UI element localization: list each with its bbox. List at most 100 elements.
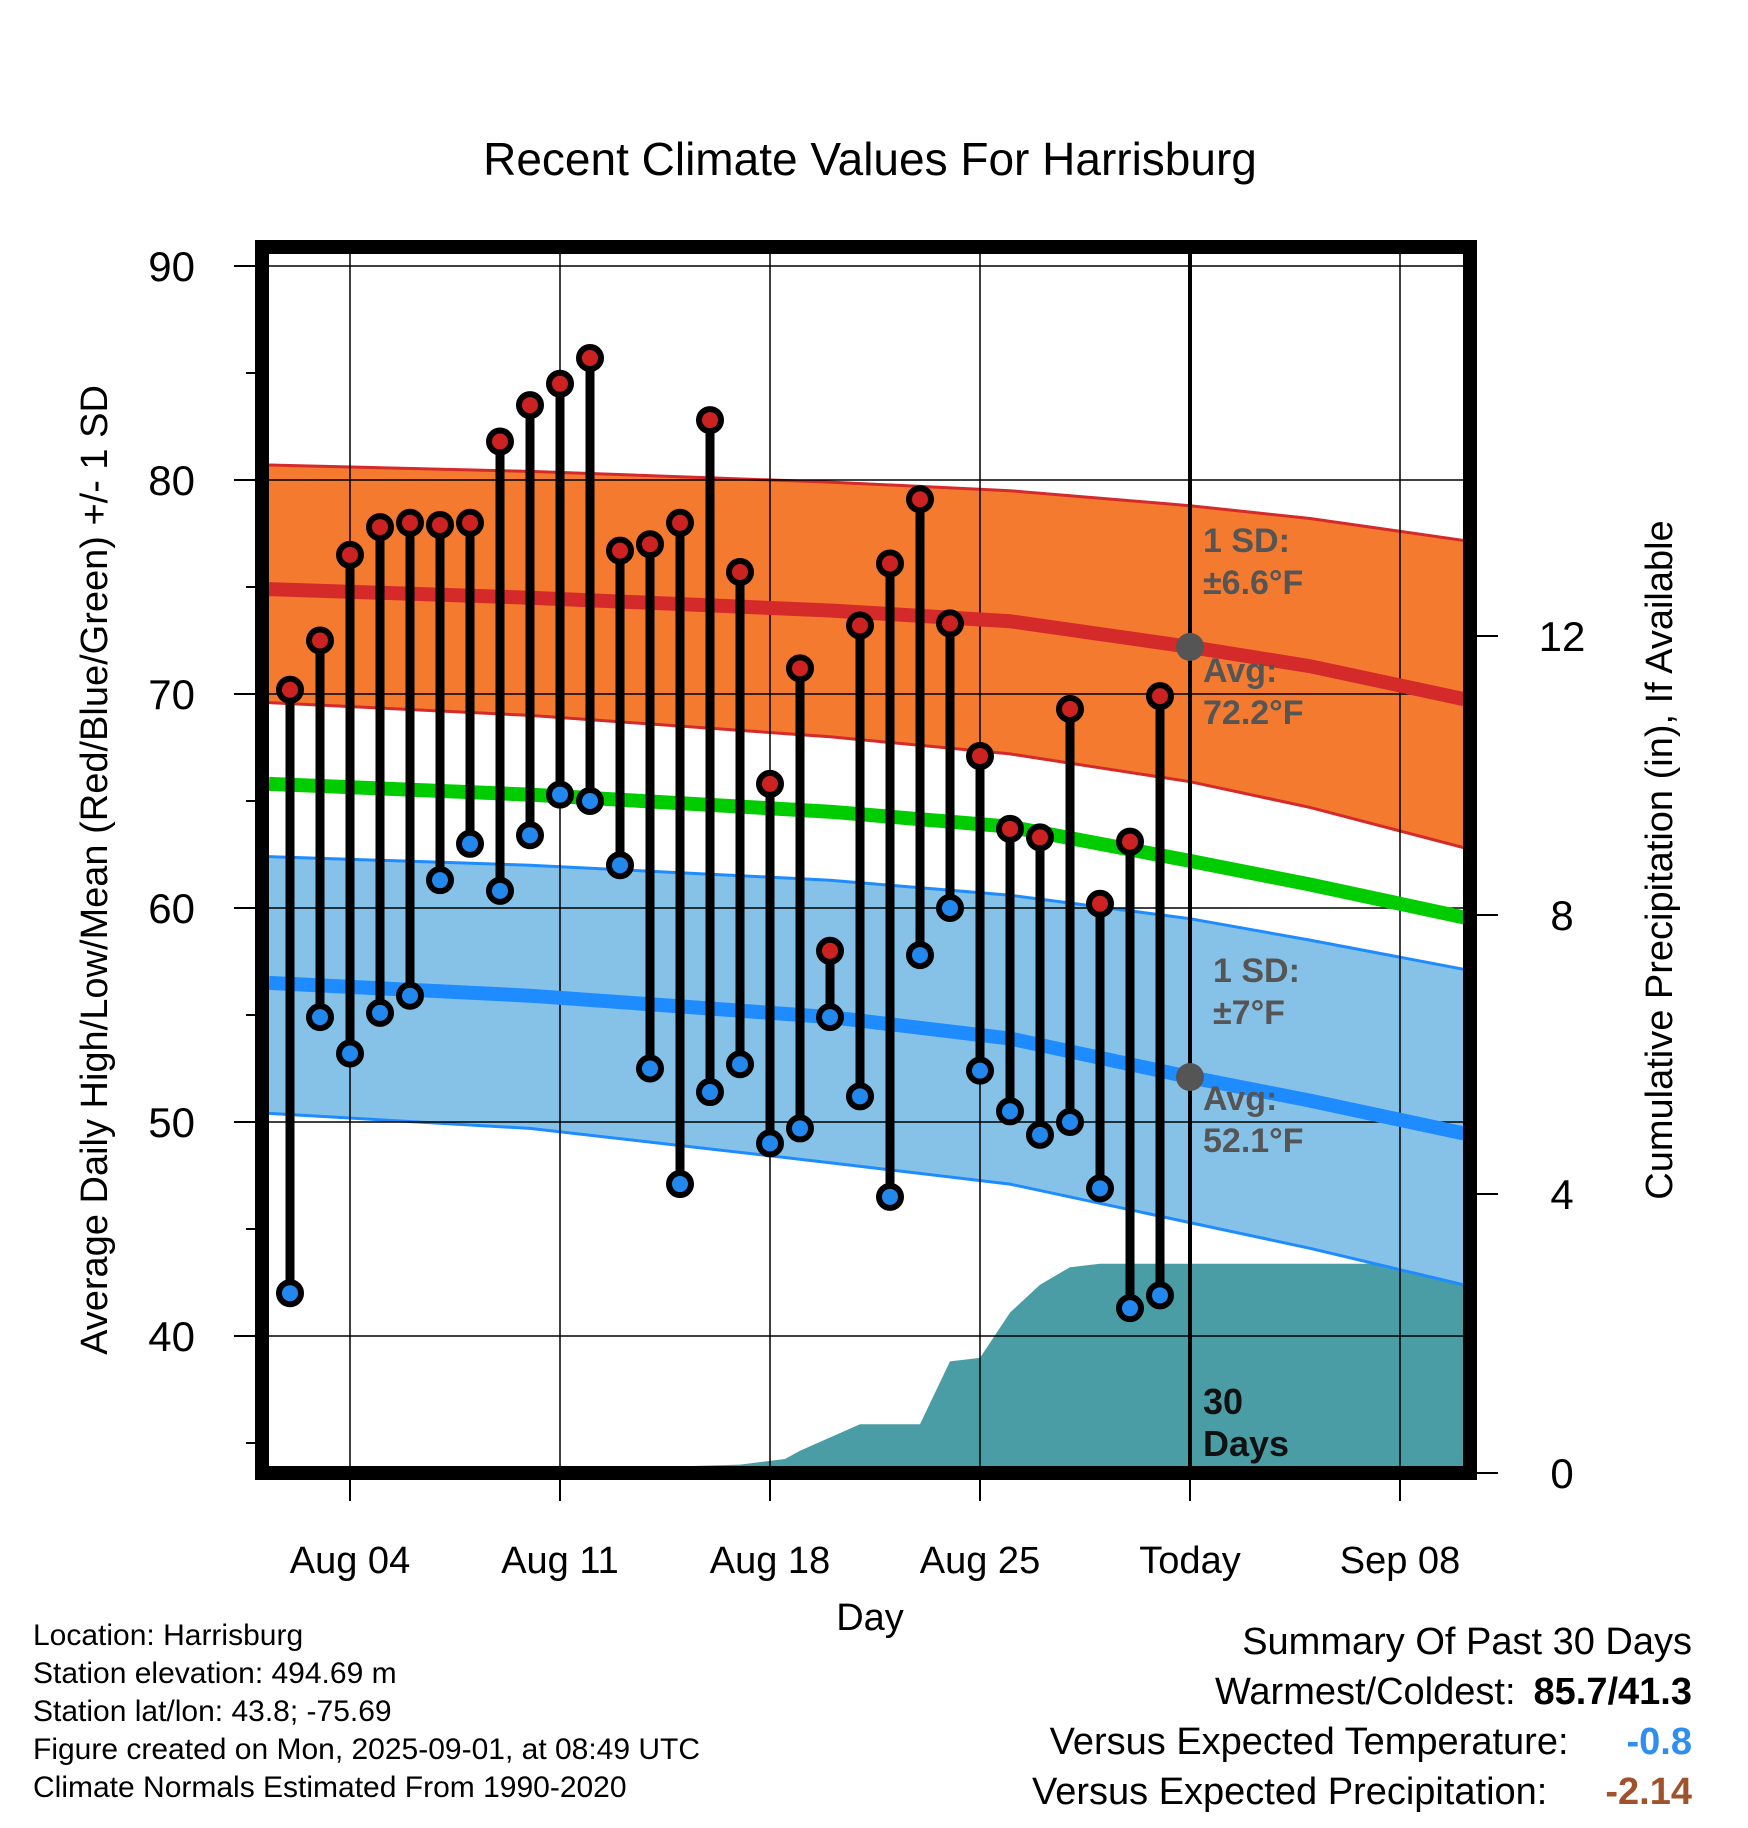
plot-frame (255, 240, 1477, 1480)
daily-low-marker (336, 1039, 364, 1068)
x-tick-label: Aug 25 (920, 1540, 1040, 1582)
temp-vs-expected-value: -0.8 (1626, 1721, 1692, 1763)
daily-low-marker (846, 1082, 874, 1111)
x-axis-label: Day (836, 1597, 904, 1639)
precip-area (269, 1263, 1470, 1473)
daily-low-marker (786, 1114, 814, 1143)
temp-vs-expected-label: Versus Expected Temperature: (1049, 1721, 1569, 1763)
daily-low-marker (426, 866, 454, 895)
daily-low-marker (1116, 1294, 1144, 1323)
precip-vs-expected-row: Versus Expected Precipitation: -2.14 (1032, 1767, 1692, 1817)
daily-high-marker (636, 530, 664, 559)
y2-tick-label: 8 (1550, 892, 1573, 939)
daily-high-marker (306, 626, 334, 655)
low-avg-label: Avg: (1203, 1080, 1277, 1118)
y-axis-label: Average Daily High/Low/Mean (Red/Blue/Gr… (74, 385, 116, 1355)
y-tick-label: 70 (148, 671, 195, 718)
daily-low-marker (816, 1003, 844, 1032)
daily-high-marker (996, 814, 1024, 843)
daily-low-marker (1056, 1108, 1084, 1136)
elevation-text: Station elevation: 494.69 m (33, 1657, 397, 1690)
daily-low-marker (1086, 1174, 1114, 1203)
daily-high-marker (276, 675, 304, 704)
today-low-avg-marker (1176, 1063, 1204, 1092)
daily-low-marker (546, 780, 574, 809)
y-tick-label: 60 (148, 885, 195, 932)
x-tick-label: Aug 04 (290, 1540, 410, 1582)
y-tick-label: 90 (148, 243, 195, 290)
normal-high-band (269, 465, 1470, 850)
y2-tick-label: 0 (1550, 1450, 1573, 1497)
daily-high-marker (786, 654, 814, 683)
daily-high-marker (1026, 823, 1054, 852)
daily-high-marker (1086, 889, 1114, 918)
latlon-text: Station lat/lon: 43.8; -75.69 (33, 1695, 392, 1728)
daily-high-marker (456, 508, 484, 537)
daily-high-marker (966, 742, 994, 771)
y-tick-label: 80 (148, 457, 195, 504)
daily-high-marker (816, 936, 844, 965)
y-tick-label: 50 (148, 1099, 195, 1146)
daily-low-marker (666, 1170, 694, 1199)
daily-low-marker (306, 1003, 334, 1032)
daily-high-marker (696, 406, 724, 435)
summary-panel: Summary Of Past 30 Days Warmest/Coldest:… (1032, 1617, 1692, 1817)
y2-tick-label: 12 (1539, 613, 1586, 660)
high-avg-label: Avg: (1203, 652, 1277, 690)
daily-low-marker (966, 1056, 994, 1085)
daily-high-marker (846, 611, 874, 640)
x-tick-label: Aug 11 (501, 1540, 619, 1582)
y-tick-label: 40 (148, 1313, 195, 1360)
daily-low-marker (366, 998, 394, 1027)
daily-low-marker (486, 876, 514, 905)
daily-low-marker (696, 1078, 724, 1107)
normal-low-band (269, 856, 1470, 1287)
daily-low-marker (1146, 1281, 1174, 1310)
daily-low-marker (1026, 1120, 1054, 1149)
daily-high-marker (366, 513, 394, 542)
high-avg-value: 72.2°F (1203, 694, 1304, 732)
daily-high-marker (486, 427, 514, 456)
daily-high-marker (726, 558, 754, 587)
precip-vs-expected-label: Versus Expected Precipitation: (1031, 1771, 1548, 1813)
daily-low-marker (756, 1129, 784, 1158)
daily-high-marker (906, 485, 934, 514)
high-sd-value: ±6.6°F (1203, 564, 1303, 602)
daily-high-marker (1056, 694, 1084, 723)
warmest-coldest-label: Warmest/Coldest: (1214, 1671, 1516, 1713)
x-tick-label: Today (1139, 1540, 1240, 1582)
normal-low-lower-line (268, 1111, 1470, 1288)
daily-high-marker (396, 508, 424, 537)
daily-high-marker (576, 344, 604, 373)
daily-high-marker (1146, 682, 1174, 711)
warmest-coldest-row: Warmest/Coldest: 85.7/41.3 (1032, 1667, 1692, 1717)
temp-vs-expected-row: Versus Expected Temperature: -0.8 (1032, 1717, 1692, 1767)
daily-low-marker (606, 851, 634, 880)
daily-low-marker (576, 787, 604, 815)
daily-low-marker (876, 1182, 904, 1211)
station-info: Location: Harrisburg Station elevation: … (33, 1617, 700, 1807)
low-sd-label: 1 SD: (1213, 952, 1300, 990)
daily-high-marker (426, 510, 454, 539)
x-tick-label: Aug 18 (710, 1540, 830, 1582)
summary-heading: Summary Of Past 30 Days (1242, 1621, 1692, 1663)
daily-high-marker (606, 536, 634, 565)
low-avg-value: 52.1°F (1203, 1122, 1304, 1160)
days-label-text: Days (1203, 1423, 1289, 1464)
x-tick-label: Sep 08 (1340, 1540, 1460, 1582)
precip-vs-expected-value: -2.14 (1605, 1771, 1692, 1813)
daily-high-marker (1116, 827, 1144, 856)
created-text: Figure created on Mon, 2025-09-01, at 08… (33, 1733, 701, 1766)
daily-low-marker (996, 1097, 1024, 1126)
daily-low-marker (516, 821, 544, 850)
daily-high-marker (546, 369, 574, 398)
low-sd-value: ±7°F (1213, 994, 1285, 1032)
y2-tick-label: 4 (1550, 1171, 1573, 1218)
y2-axis-label: Cumulative Precipitation (in), If Availa… (1639, 520, 1681, 1199)
high-sd-label: 1 SD: (1203, 522, 1290, 560)
daily-low-marker (726, 1050, 754, 1079)
daily-high-marker (666, 508, 694, 537)
warmest-coldest-value: 85.7/41.3 (1533, 1671, 1692, 1713)
days-label-number: 30 (1203, 1381, 1243, 1422)
